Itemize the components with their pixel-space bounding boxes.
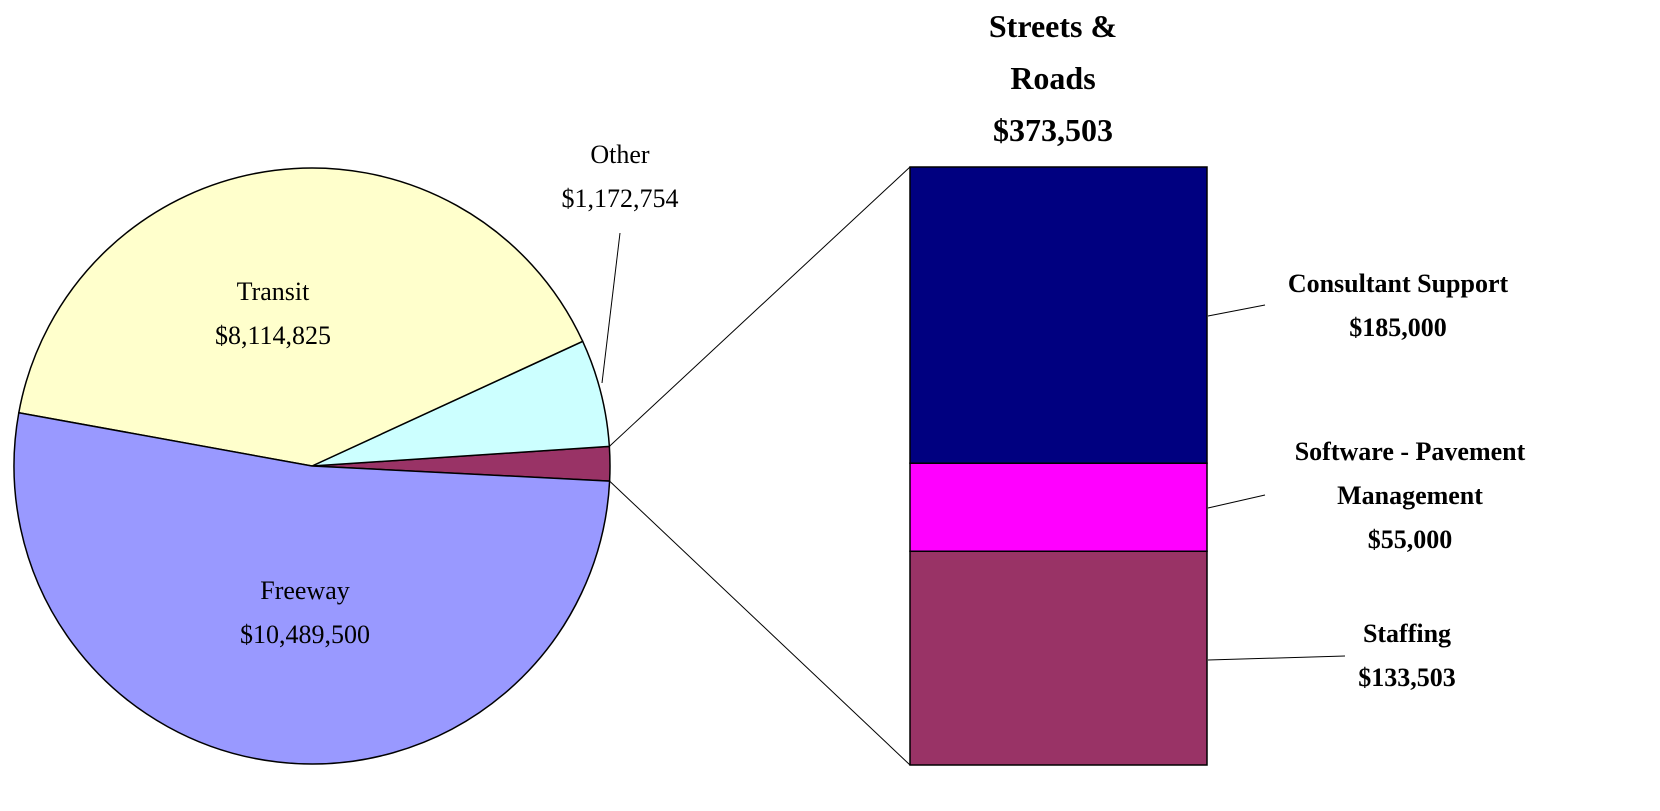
bar-label-text: $185,000	[1349, 313, 1447, 342]
bar-segment	[909, 550, 1208, 766]
bar-title-text: $373,503	[993, 112, 1113, 148]
leader-line	[601, 232, 621, 384]
leader-line	[1207, 304, 1266, 317]
bar-segment	[909, 462, 1208, 553]
connector-line	[609, 166, 911, 447]
bar-label: Software - Pavement Management $55,000	[1260, 430, 1560, 562]
pie-label-text: $8,114,825	[214, 321, 332, 350]
bar-label: Consultant Support $185,000	[1238, 262, 1558, 350]
leader-line	[1207, 494, 1266, 509]
leader-line	[1207, 655, 1346, 661]
pie-slice	[17, 167, 584, 467]
bar-label-text: Staffing	[1362, 619, 1452, 648]
pie-label: Other $1,172,754	[470, 133, 770, 221]
bar-title-text: Streets & Roads	[988, 8, 1118, 96]
bar-label-text: Consultant Support	[1287, 269, 1509, 298]
pie-label-text: Freeway	[260, 576, 350, 605]
pie-slice	[13, 411, 611, 765]
bar-label-text: Software - Pavement Management	[1294, 437, 1526, 510]
bar-segment	[909, 166, 1208, 464]
pie-label: Transit $8,114,825	[123, 270, 423, 358]
pie-label-text: $1,172,754	[561, 184, 679, 213]
bar-label-text: $55,000	[1367, 525, 1453, 554]
bar-title: Streets & Roads $373,503	[943, 0, 1163, 156]
pie-label: Freeway $10,489,500	[155, 569, 455, 657]
bar-label: Staffing $133,503	[1257, 612, 1557, 700]
bar-label-text: $133,503	[1358, 663, 1456, 692]
pie-label-text: Transit	[236, 277, 310, 306]
pie-label-text: Other	[590, 140, 650, 169]
pie-label-text: $10,489,500	[240, 620, 370, 649]
connector-line	[609, 480, 911, 766]
